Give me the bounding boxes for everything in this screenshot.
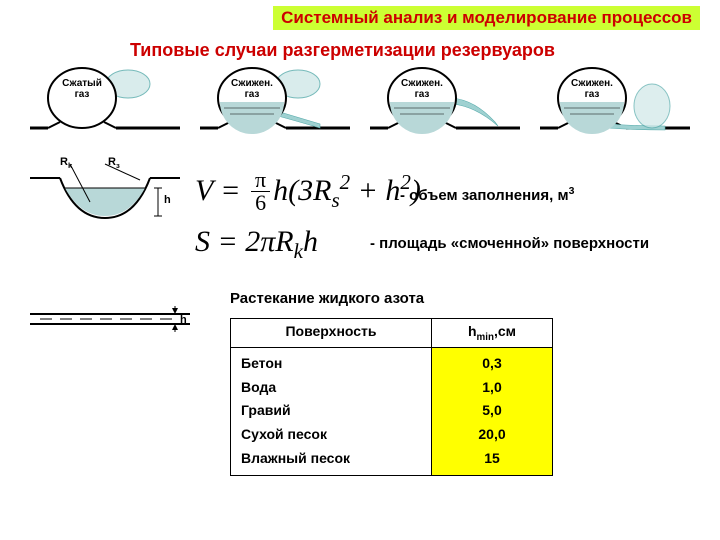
nitrogen-table: Поверхность hmin,см БетонВодаГравийСухой… bbox=[230, 318, 553, 476]
tank-2: Сжижен. газ bbox=[370, 62, 520, 142]
tank-label: Сжатый газ bbox=[54, 78, 110, 100]
rk-label: Rk bbox=[60, 156, 72, 170]
formula-volume: V = π6h(3Rs2 + h2) bbox=[195, 170, 421, 216]
formula-s-desc: - площадь «смоченной» поверхности bbox=[370, 235, 649, 252]
subtitle: Типовые случаи разгерметизации резервуар… bbox=[130, 40, 555, 61]
col-surface: Поверхность bbox=[231, 319, 432, 348]
table-heading: Растекание жидкого азота bbox=[230, 290, 424, 307]
crater-diagram: Rk Rз h bbox=[30, 158, 180, 235]
tank-label: Сжижен. газ bbox=[224, 78, 280, 100]
h-label: h bbox=[164, 194, 171, 206]
tank-label: Сжижен. газ bbox=[394, 78, 450, 100]
formula-area: S = 2πRkh bbox=[195, 225, 318, 264]
surface-cell: БетонВодаГравийСухой песокВлажный песок bbox=[231, 347, 432, 475]
rz-label: Rз bbox=[108, 156, 120, 170]
hmin-cell: 0,31,05,020,015 bbox=[432, 347, 553, 475]
tank-row: Сжатый газ Сжижен. газ Сжижен. газ Сжижен. … bbox=[30, 62, 690, 142]
tank-3: Сжижен. газ bbox=[540, 62, 690, 142]
tank-0: Сжатый газ bbox=[30, 62, 180, 142]
tank-1: Сжижен. газ bbox=[200, 62, 350, 142]
col-hmin: hmin,см bbox=[432, 319, 553, 348]
header-bar: Системный анализ и моделирование процесс… bbox=[273, 6, 700, 30]
tank-label: Сжижен. газ bbox=[564, 78, 620, 100]
film-diagram: h bbox=[30, 300, 190, 345]
film-h-label: h bbox=[180, 314, 187, 326]
formula-v-desc: - объем заполнения, м3 bbox=[400, 185, 574, 204]
